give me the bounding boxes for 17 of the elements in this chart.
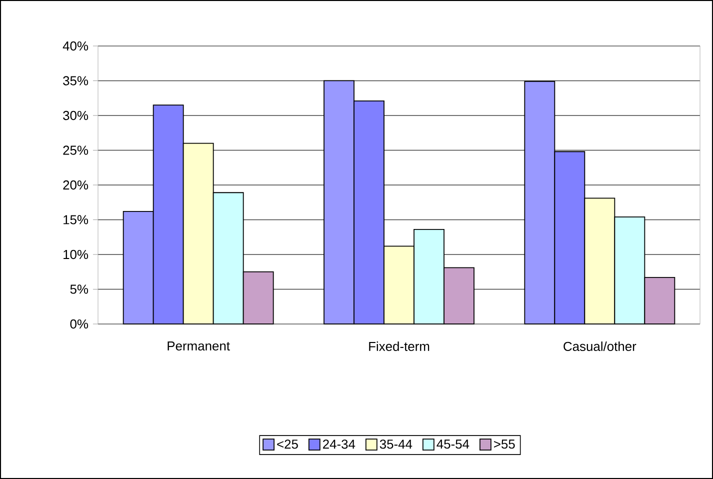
x-tick-label: Fixed-term — [369, 341, 430, 352]
y-tick-label: 35% — [63, 76, 88, 86]
y-tick-label: 30% — [63, 110, 88, 120]
y-tick-label: 10% — [64, 250, 88, 260]
x-tick-label: Permanent — [168, 342, 230, 351]
y-tick-label: 0% — [70, 319, 88, 329]
y-tick-label: 20% — [63, 180, 88, 190]
y-tick-label: 15% — [64, 215, 88, 224]
y-tick-label: 40% — [62, 41, 88, 51]
legend-label: 35-44 — [380, 440, 412, 449]
x-tick-label: Casual/other — [564, 341, 636, 352]
y-tick-label: 25% — [63, 146, 88, 155]
legend-label: 24-34 — [323, 440, 356, 449]
legend-label: >55 — [494, 440, 515, 449]
legend-label: 45-54 — [436, 440, 470, 449]
legend-label: <25 — [277, 440, 298, 449]
y-tick-label: 5% — [70, 284, 88, 294]
